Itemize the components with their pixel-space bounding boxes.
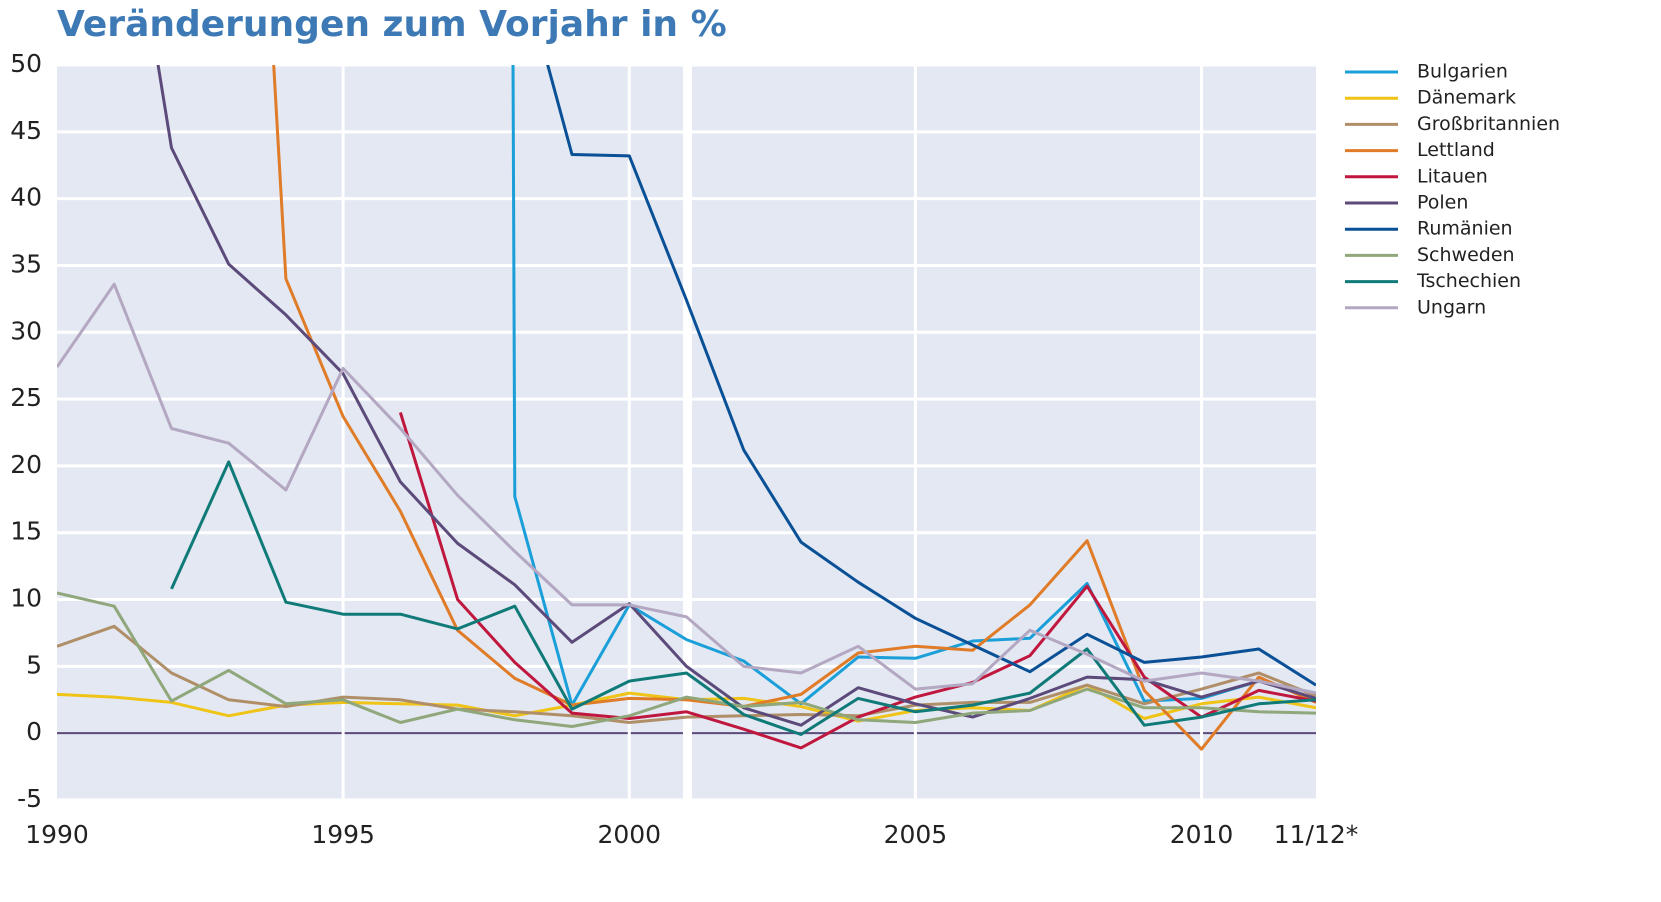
y-tick-label: 40	[10, 183, 42, 212]
y-tick-label: 10	[10, 584, 42, 613]
y-tick-label: 0	[26, 717, 42, 746]
legend-label: Rumänien	[1417, 218, 1513, 240]
x-tick-label: 11/12*	[1274, 820, 1359, 849]
series-line	[546, 65, 1316, 687]
y-tick-label: 50	[10, 49, 42, 78]
legend-label: Dänemark	[1417, 87, 1516, 109]
x-tick-label: 1995	[311, 820, 375, 849]
series-line	[398, 412, 1316, 750]
series-line	[57, 591, 1316, 728]
y-tick-label: 45	[10, 116, 42, 145]
legend-label: Ungarn	[1417, 296, 1486, 318]
y-tick-label: -5	[17, 784, 42, 813]
series-line	[511, 65, 1316, 707]
x-tick-label: 1990	[25, 820, 89, 849]
legend-label: Schweden	[1417, 244, 1515, 266]
series-line	[156, 65, 1316, 727]
legend-label: Polen	[1417, 192, 1468, 214]
legend-label: Lettland	[1417, 139, 1495, 161]
series-line	[170, 460, 1316, 736]
series-line	[57, 282, 1316, 695]
x-tick-label: 2005	[884, 820, 948, 849]
y-tick-label: 25	[10, 383, 42, 412]
legend-label: Bulgarien	[1417, 61, 1508, 83]
divider	[683, 65, 692, 800]
y-tick-label: 20	[10, 450, 42, 479]
y-tick-label: 15	[10, 517, 42, 546]
y-tick-label: 35	[10, 249, 42, 278]
x-tick-label: 2000	[597, 820, 661, 849]
series-line	[272, 65, 1316, 751]
series-line	[57, 624, 1316, 724]
chart-title: Veränderungen zum Vorjahr in %	[57, 4, 727, 45]
y-tick-label: 5	[26, 650, 42, 679]
y-tick-label: 30	[10, 316, 42, 345]
legend-label: Großbritannien	[1417, 113, 1560, 135]
legend-label: Tschechien	[1416, 270, 1521, 292]
x-tick-label: 2010	[1170, 820, 1234, 849]
legend-label: Litauen	[1417, 165, 1488, 187]
